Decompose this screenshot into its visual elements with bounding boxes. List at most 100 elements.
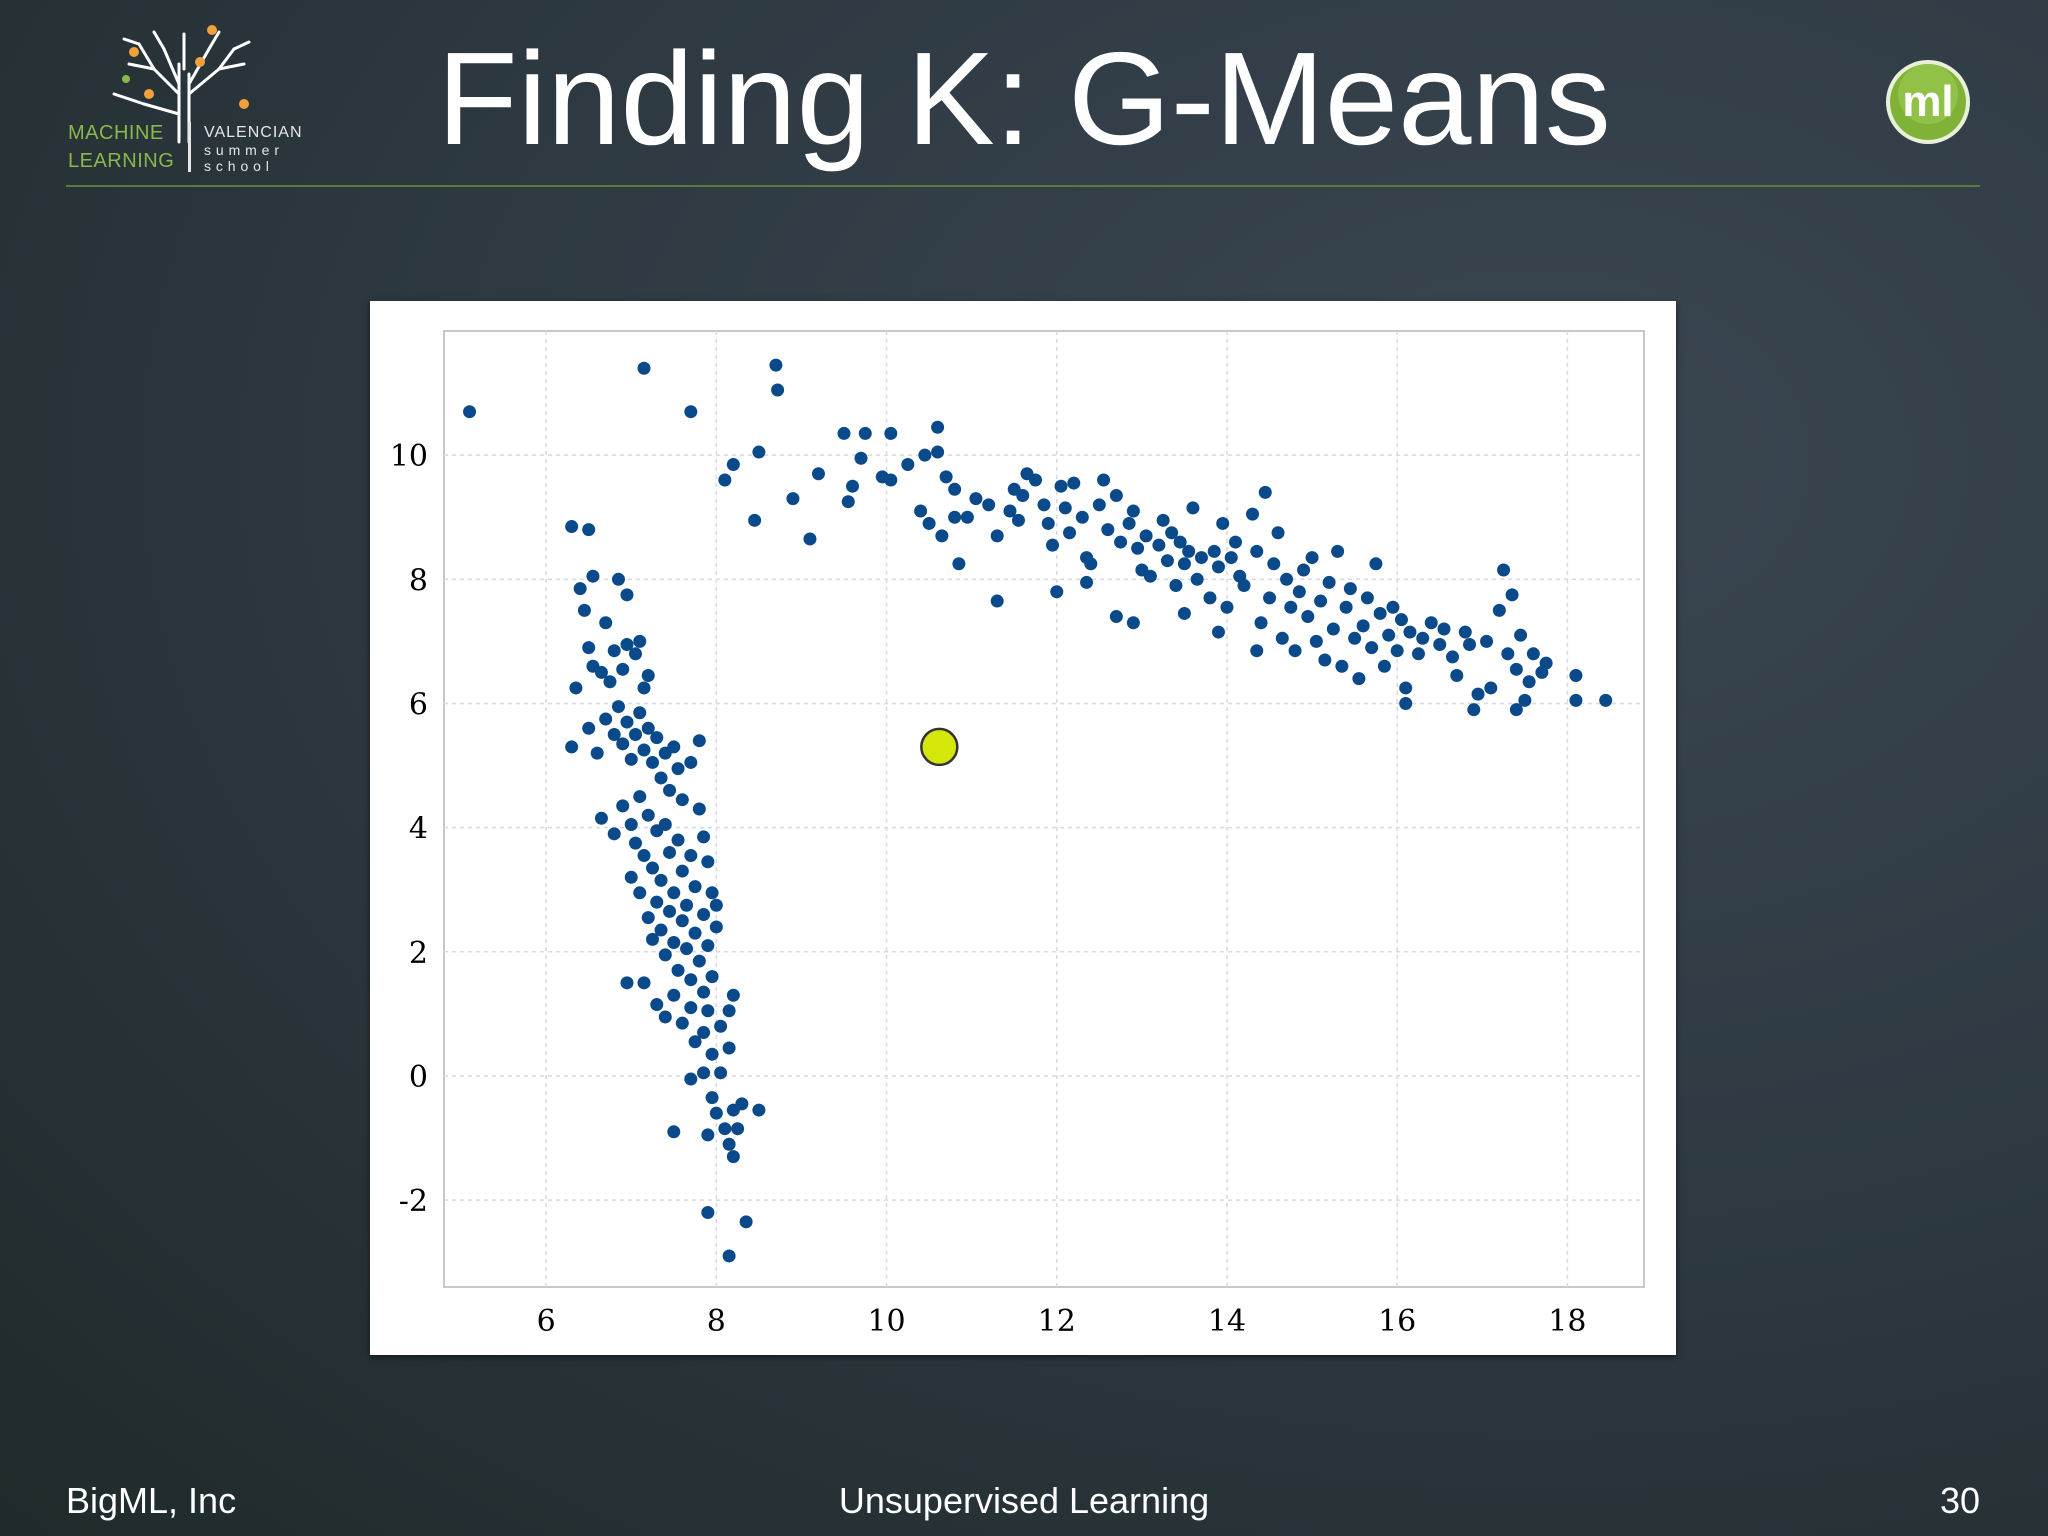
- data-point: [1309, 634, 1323, 648]
- data-point: [586, 569, 600, 583]
- data-point: [1450, 669, 1464, 683]
- data-point: [628, 647, 642, 661]
- data-point: [658, 948, 672, 962]
- data-point: [1297, 563, 1311, 577]
- data-point: [637, 361, 651, 375]
- data-point: [748, 513, 762, 527]
- data-point: [1058, 501, 1072, 515]
- data-point: [1177, 557, 1191, 571]
- data-point: [990, 594, 1004, 608]
- data-point: [688, 880, 702, 894]
- data-point: [1109, 610, 1123, 624]
- data-point: [607, 644, 621, 658]
- data-point: [1437, 622, 1451, 636]
- data-point: [692, 802, 706, 816]
- data-point: [701, 855, 715, 869]
- x-tick-label: 14: [1208, 1304, 1246, 1339]
- data-point: [1063, 526, 1077, 540]
- data-point: [914, 504, 928, 518]
- data-point: [1028, 473, 1042, 487]
- data-point: [624, 818, 638, 832]
- scatter-chart: 6 8 10 12 14 16 18 -2 0 2 4 6 8 10: [370, 301, 1676, 1355]
- data-point: [663, 904, 677, 918]
- data-point: [709, 920, 723, 934]
- data-point: [637, 976, 651, 990]
- data-point: [769, 358, 783, 372]
- data-point: [582, 523, 596, 537]
- data-point: [1186, 501, 1200, 515]
- data-point: [1599, 693, 1613, 707]
- data-point: [633, 790, 647, 804]
- data-point: [1084, 557, 1098, 571]
- data-point: [1505, 588, 1519, 602]
- data-point: [590, 746, 604, 760]
- data-point: [684, 1072, 698, 1086]
- data-point: [637, 849, 651, 863]
- data-point: [1254, 616, 1268, 630]
- data-point: [846, 479, 860, 493]
- data-point: [633, 634, 647, 648]
- data-point: [620, 588, 634, 602]
- data-point: [1258, 485, 1272, 499]
- y-tick-label: 8: [409, 563, 428, 598]
- data-point: [684, 1001, 698, 1015]
- data-point: [969, 492, 983, 506]
- slide-title: Finding K: G-Means: [437, 25, 1611, 172]
- data-point: [1463, 637, 1477, 651]
- data-point: [565, 740, 579, 754]
- data-point: [1046, 538, 1060, 552]
- data-point: [667, 740, 681, 754]
- data-point: [684, 405, 698, 419]
- scatter-plot: 6 8 10 12 14 16 18 -2 0 2 4 6 8 10: [390, 330, 1645, 1339]
- data-point: [935, 529, 949, 543]
- data-point: [1348, 631, 1362, 645]
- data-point: [1182, 544, 1196, 558]
- data-point: [709, 898, 723, 912]
- x-tick-label: 6: [537, 1304, 556, 1339]
- data-point: [463, 405, 477, 419]
- data-point: [1050, 585, 1064, 599]
- data-point: [1326, 622, 1340, 636]
- data-point: [722, 1041, 736, 1055]
- data-point: [718, 473, 732, 487]
- data-point: [582, 721, 596, 735]
- data-point: [658, 1010, 672, 1024]
- centroids: [920, 727, 959, 767]
- data-point: [1382, 628, 1396, 642]
- data-point: [1011, 513, 1025, 527]
- data-point: [646, 861, 660, 875]
- data-point: [628, 728, 642, 742]
- data-point: [837, 426, 851, 440]
- data-point: [709, 1106, 723, 1120]
- data-point: [701, 939, 715, 953]
- data-point: [569, 681, 583, 695]
- data-point: [884, 473, 898, 487]
- data-point: [688, 926, 702, 940]
- data-point: [854, 451, 868, 465]
- tree-icon: [112, 25, 251, 144]
- data-point: [1403, 625, 1417, 639]
- data-point: [1250, 544, 1264, 558]
- data-point: [722, 1004, 736, 1018]
- data-point: [658, 818, 672, 832]
- data-point: [1122, 516, 1136, 530]
- data-point: [931, 420, 945, 434]
- data-point: [735, 1097, 749, 1111]
- data-point: [722, 1249, 736, 1263]
- data-point: [688, 1035, 702, 1049]
- data-point: [701, 1206, 715, 1220]
- data-point: [1377, 659, 1391, 673]
- data-point: [1126, 616, 1140, 630]
- data-point: [1399, 681, 1413, 695]
- data-point: [650, 998, 664, 1012]
- data-point: [948, 482, 962, 496]
- data-point: [1424, 616, 1438, 630]
- data-point: [1314, 594, 1328, 608]
- data-point: [1216, 516, 1230, 530]
- data-point: [594, 811, 608, 825]
- data-point: [1037, 498, 1051, 512]
- data-point: [705, 1047, 719, 1061]
- data-point: [654, 873, 668, 887]
- data-point: [701, 1128, 715, 1142]
- data-point: [1390, 644, 1404, 658]
